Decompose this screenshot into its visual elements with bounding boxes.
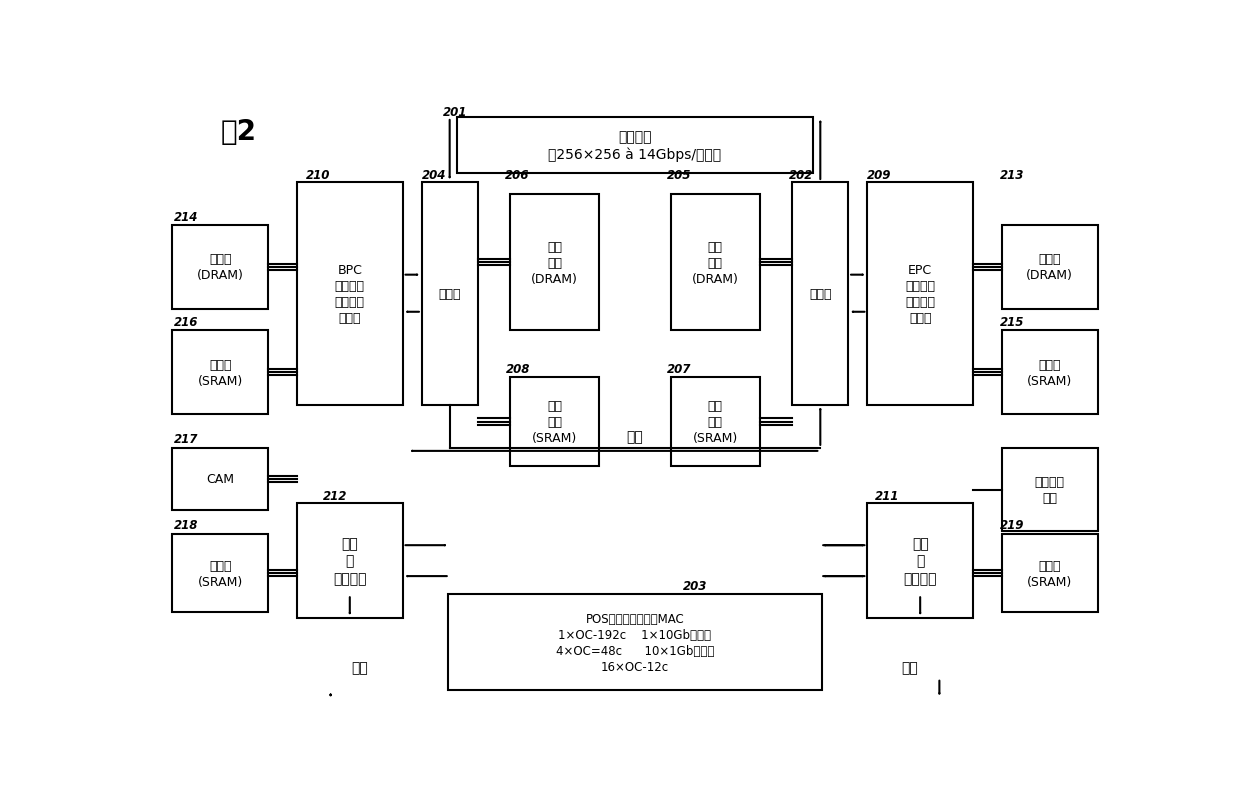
Text: 201: 201: [444, 106, 467, 119]
Bar: [793, 183, 849, 405]
Text: 211: 211: [875, 489, 900, 502]
Text: 217: 217: [173, 432, 198, 445]
Text: 数据流: 数据流: [809, 287, 831, 300]
Text: 查寻表
(DRAM): 查寻表 (DRAM): [197, 253, 244, 282]
Text: 205: 205: [667, 168, 691, 181]
Bar: [867, 504, 973, 618]
Text: 203: 203: [683, 579, 707, 592]
Text: 216: 216: [173, 316, 198, 329]
Text: 210: 210: [306, 168, 330, 181]
Bar: [297, 183, 403, 405]
Text: 数据流: 数据流: [439, 287, 461, 300]
Text: 213: 213: [1000, 168, 1025, 181]
Text: 图2: 图2: [221, 118, 256, 146]
Bar: [1002, 226, 1098, 310]
Text: 开关结构
（256×256 à 14Gbps/端口）: 开关结构 （256×256 à 14Gbps/端口）: [549, 130, 721, 161]
Text: 202: 202: [789, 168, 813, 181]
Text: CAM: CAM: [206, 472, 234, 485]
Text: 查寻表
(DRAM): 查寻表 (DRAM): [1026, 253, 1073, 282]
Text: 208: 208: [507, 363, 530, 375]
Bar: [1002, 535, 1098, 612]
Text: 流队列
(SRAM): 流队列 (SRAM): [1027, 559, 1073, 588]
Text: 回绕: 回绕: [627, 429, 643, 444]
Text: 数据
仓库
(DRAM): 数据 仓库 (DRAM): [691, 241, 738, 286]
Text: 协处理器
接口: 协处理器 接口: [1035, 476, 1064, 504]
Text: 219: 219: [1000, 519, 1025, 532]
Bar: [172, 331, 268, 415]
Text: 外出: 外出: [902, 661, 918, 674]
Text: 209: 209: [867, 168, 892, 181]
Text: 进入: 进入: [352, 661, 368, 674]
Text: 215: 215: [1000, 316, 1025, 329]
Bar: [510, 377, 600, 467]
Bar: [297, 504, 403, 618]
Bar: [510, 195, 600, 331]
Text: 数据
仓库
(DRAM): 数据 仓库 (DRAM): [532, 241, 579, 286]
Text: POS成帧器或以太网MAC
1×OC-192c    1×10Gb以太网
4×OC=48c      10×1Gb以太网
16×OC-12c: POS成帧器或以太网MAC 1×OC-192c 1×10Gb以太网 4×OC=4…: [556, 612, 714, 673]
Text: 212: 212: [323, 489, 347, 502]
Text: 调度
器
（可选）: 调度 器 （可选）: [903, 537, 937, 585]
Text: 206: 206: [506, 168, 530, 181]
Text: 控制
仓库
(SRAM): 控制 仓库 (SRAM): [533, 399, 577, 444]
Text: 控制
仓库
(SRAM): 控制 仓库 (SRAM): [693, 399, 737, 444]
Bar: [670, 377, 760, 467]
Bar: [670, 195, 760, 331]
Bar: [421, 183, 477, 405]
Text: EPC
（嵌入式
处理器复
合体）: EPC （嵌入式 处理器复 合体）: [906, 263, 935, 324]
Text: 218: 218: [173, 519, 198, 532]
Text: 查寻表
(SRAM): 查寻表 (SRAM): [197, 358, 243, 387]
Bar: [172, 448, 268, 510]
Bar: [1002, 448, 1098, 532]
Text: 查寻表
(SRAM): 查寻表 (SRAM): [1027, 358, 1073, 387]
Bar: [1002, 331, 1098, 415]
Text: BPC
（嵌入式
处理器复
合体）: BPC （嵌入式 处理器复 合体）: [335, 263, 364, 324]
Text: 207: 207: [667, 363, 691, 375]
Text: 流队列
(SRAM): 流队列 (SRAM): [197, 559, 243, 588]
Bar: [172, 226, 268, 310]
Bar: [457, 118, 813, 173]
Bar: [447, 594, 823, 691]
Bar: [867, 183, 973, 405]
Text: 214: 214: [173, 211, 198, 224]
Text: 调度
器
（可选）: 调度 器 （可选）: [333, 537, 367, 585]
Text: 204: 204: [421, 168, 446, 181]
Bar: [172, 535, 268, 612]
